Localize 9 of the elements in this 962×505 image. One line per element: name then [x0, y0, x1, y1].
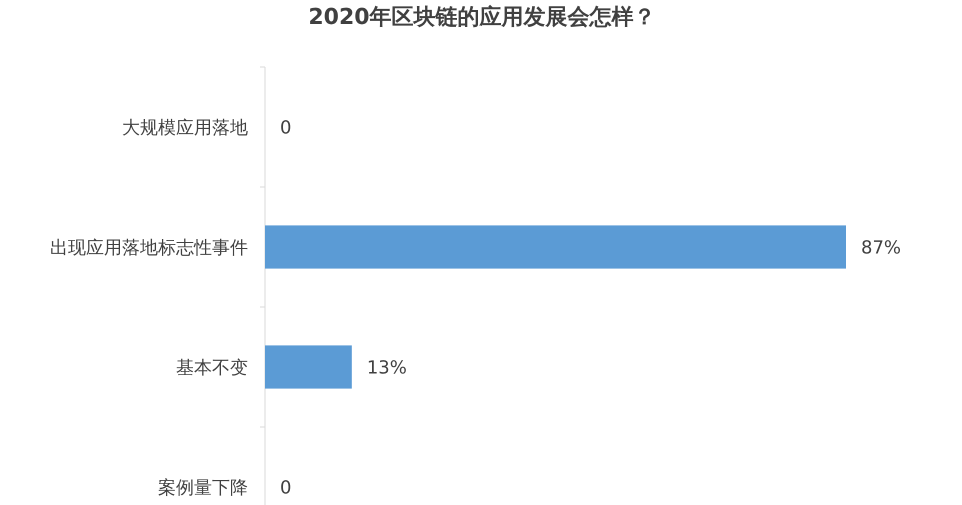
data-label: 0: [280, 477, 292, 498]
y-tick-label: 基本不变: [176, 357, 248, 378]
chart-title: 2020年区块链的应用发展会怎样？: [308, 4, 656, 30]
data-label: 13%: [366, 357, 407, 378]
data-label: 0: [280, 117, 292, 138]
data-label: 87%: [861, 237, 902, 258]
y-tick-label: 出现应用落地标志性事件: [50, 237, 248, 258]
y-tick-label: 大规模应用落地: [122, 117, 248, 138]
y-tick-label: 案例量下降: [158, 477, 248, 498]
